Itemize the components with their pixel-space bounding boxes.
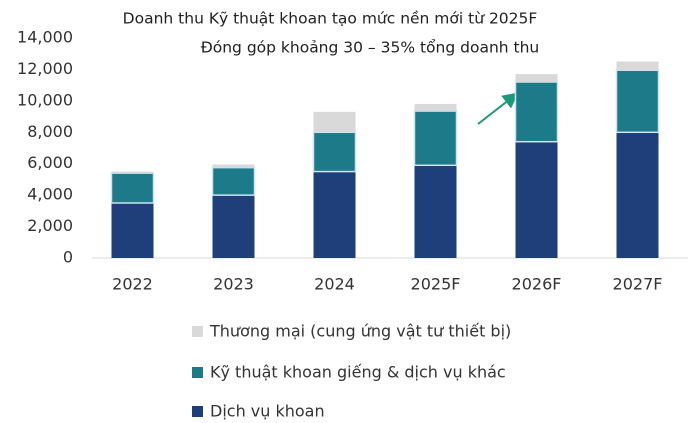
- x-tick-label: 2022: [112, 275, 153, 294]
- y-tick-label: 0: [63, 248, 73, 267]
- legend-swatch: [192, 406, 203, 417]
- x-tick-label: 2027F: [613, 275, 663, 294]
- bar-segment: [211, 166, 256, 196]
- bar-segment: [413, 110, 458, 167]
- bar-segment: [111, 171, 154, 174]
- y-tick-label: 6,000: [27, 153, 73, 172]
- bar-segment: [313, 111, 356, 133]
- legend-label: Thương mại (cung ứng vật tư thiết bị): [209, 322, 511, 341]
- y-tick-label: 12,000: [17, 59, 73, 78]
- x-tick-label: 2025F: [411, 275, 461, 294]
- annotation-arrow: [477, 92, 519, 125]
- bar-segment: [514, 81, 559, 143]
- x-tick-label: 2026F: [512, 275, 562, 294]
- bar-segment: [111, 203, 154, 258]
- bar-segment: [212, 164, 255, 168]
- bar-segment: [616, 61, 659, 71]
- bar-segment: [615, 69, 660, 134]
- legend-swatch: [192, 326, 203, 337]
- y-tick-label: 10,000: [17, 90, 73, 109]
- bar-segment: [212, 195, 255, 258]
- legend-swatch: [192, 367, 203, 378]
- y-tick-label: 2,000: [27, 216, 73, 235]
- y-tick-label: 8,000: [27, 122, 73, 141]
- bar-segment: [515, 74, 558, 82]
- bar-segment: [414, 104, 457, 112]
- bar-segment: [515, 141, 558, 258]
- chart-subtitle: Đóng góp khoảng 30 – 35% tổng doanh thu: [201, 39, 540, 57]
- bar-segment: [616, 132, 659, 258]
- bar-segment: [414, 165, 457, 258]
- legend-label: Kỹ thuật khoan giếng & dịch vụ khác: [210, 363, 506, 382]
- x-tick-label: 2023: [213, 275, 254, 294]
- y-tick-label: 14,000: [17, 28, 73, 47]
- y-tick-label: 4,000: [27, 185, 73, 204]
- chart-title: Doanh thu Kỹ thuật khoan tạo mức nền mới…: [123, 10, 538, 28]
- bar-segment: [313, 171, 356, 258]
- bar-segment: [110, 172, 155, 204]
- legend-label: Dịch vụ khoan: [210, 402, 325, 421]
- x-tick-label: 2024: [314, 275, 355, 294]
- bar-segment: [312, 131, 357, 173]
